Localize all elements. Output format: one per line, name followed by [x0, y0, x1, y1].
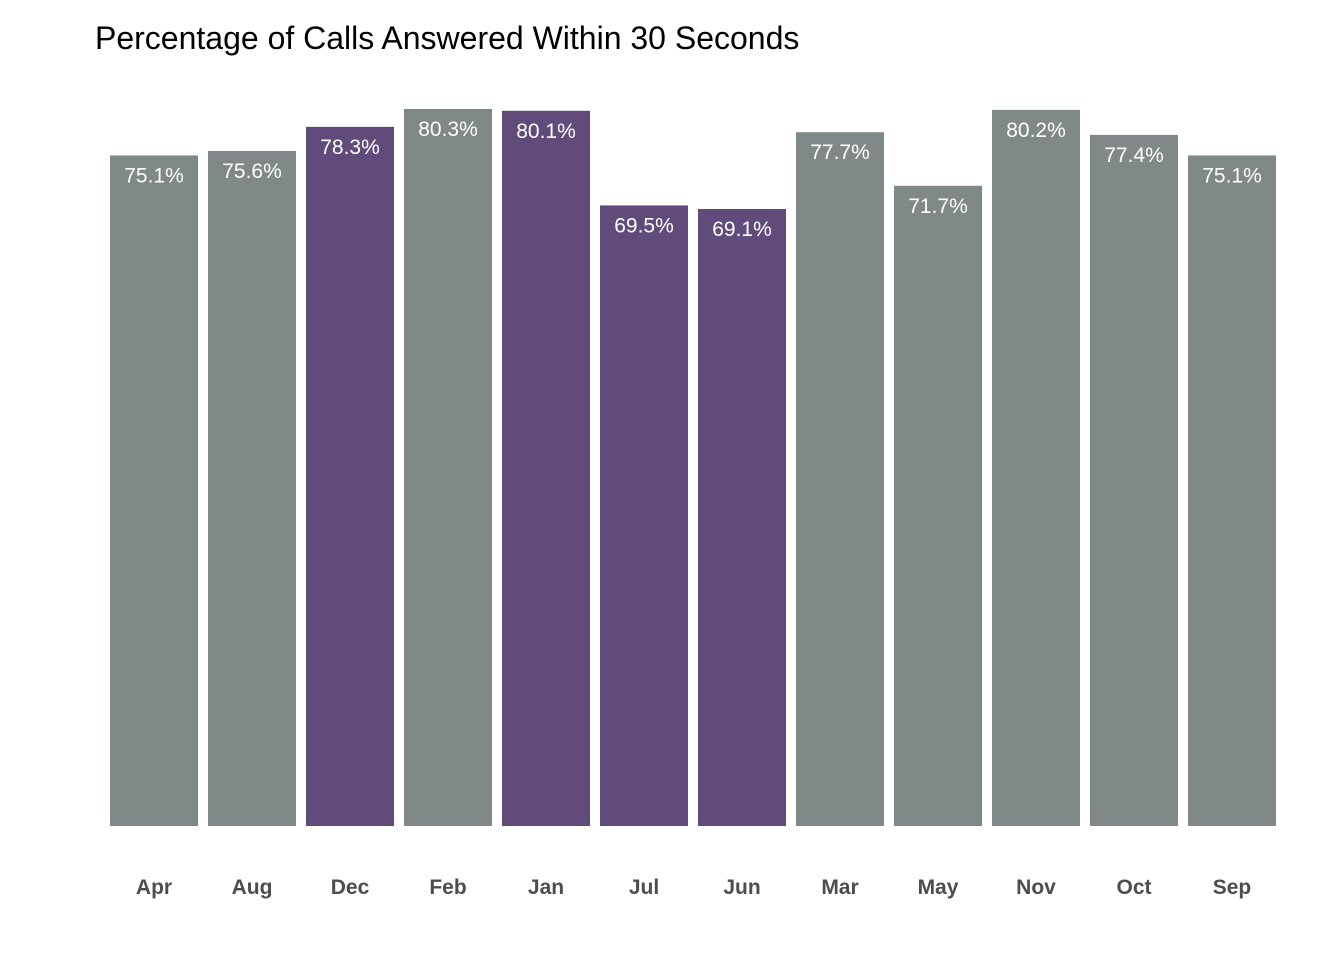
x-tick-label-feb: Feb	[429, 876, 466, 899]
bar-feb	[404, 109, 492, 826]
bar-may	[894, 185, 982, 826]
bar-value-label-jan: 80.1%	[516, 120, 576, 143]
bar-nov	[992, 109, 1080, 827]
bar-value-label-dec: 78.3%	[320, 136, 380, 159]
value-labels-layer: 75.1% 75.6% 78.3% 80.3% 80.1% 69.5% 69.1% 77.7%…	[124, 118, 1262, 241]
bar-value-label-oct: 77.4%	[1104, 144, 1164, 167]
x-tick-label-jun: Jun	[723, 876, 760, 899]
bars-layer	[110, 109, 1276, 827]
bar-apr	[110, 155, 198, 826]
bar-dec	[306, 126, 394, 826]
x-tick-label-mar: Mar	[821, 876, 858, 899]
bar-value-label-feb: 80.3%	[418, 118, 478, 141]
bar-oct	[1090, 134, 1178, 826]
x-axis-ticks: Apr Aug Dec Feb Jan Jul Jun Mar May Nov Oct Sep	[136, 876, 1251, 899]
bar-value-label-jun: 69.1%	[712, 218, 772, 241]
bar-mar	[796, 132, 884, 826]
bar-jul	[600, 205, 688, 827]
bar-value-label-sep: 75.1%	[1202, 164, 1262, 187]
bar-value-label-nov: 80.2%	[1006, 119, 1066, 142]
bar-value-label-apr: 75.1%	[124, 164, 184, 187]
bar-value-label-may: 71.7%	[908, 195, 968, 218]
bar-jun	[698, 209, 786, 826]
x-tick-label-may: May	[918, 876, 959, 899]
bar-value-label-aug: 75.6%	[222, 160, 282, 183]
x-tick-label-apr: Apr	[136, 876, 172, 899]
x-tick-label-jan: Jan	[528, 876, 564, 899]
x-tick-label-sep: Sep	[1213, 876, 1252, 899]
x-tick-label-jul: Jul	[629, 876, 659, 899]
x-tick-label-aug: Aug	[232, 876, 273, 899]
chart-title: Percentage of Calls Answered Within 30 S…	[95, 20, 800, 56]
bar-sep	[1188, 155, 1276, 826]
bar-jan	[502, 110, 590, 826]
x-tick-label-nov: Nov	[1016, 876, 1056, 899]
bar-value-label-jul: 69.5%	[614, 214, 674, 237]
bar-aug	[208, 150, 296, 826]
x-tick-label-oct: Oct	[1116, 876, 1151, 899]
bar-value-label-mar: 77.7%	[810, 141, 870, 164]
x-tick-label-dec: Dec	[331, 876, 370, 899]
